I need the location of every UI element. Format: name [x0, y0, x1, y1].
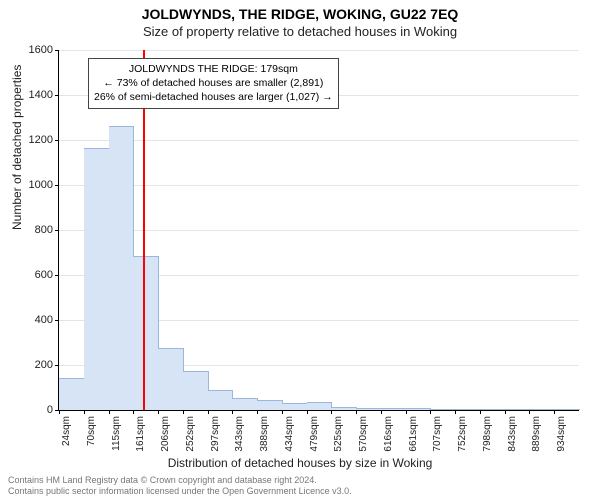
xtick-label: 616sqm — [383, 416, 394, 452]
xtick-mark — [307, 410, 308, 414]
ytick-label: 0 — [47, 404, 53, 416]
xtick-label: 434sqm — [284, 416, 295, 452]
bar — [282, 403, 308, 410]
xtick-label: 479sqm — [309, 416, 320, 452]
ytick-mark — [55, 320, 59, 321]
bar — [307, 402, 333, 410]
bar — [529, 409, 555, 410]
ytick-mark — [55, 50, 59, 51]
footer-line-1: Contains HM Land Registry data © Crown c… — [8, 475, 352, 486]
xtick-mark — [59, 410, 60, 414]
bar — [208, 390, 234, 410]
ytick-label: 1200 — [29, 134, 53, 146]
chart-subtitle: Size of property relative to detached ho… — [0, 24, 600, 39]
bar — [430, 409, 456, 410]
ytick-label: 1600 — [29, 44, 53, 56]
chart-title: JOLDWYNDS, THE RIDGE, WOKING, GU22 7EQ — [0, 0, 600, 22]
y-axis-label: Number of detached properties — [10, 65, 24, 230]
xtick-label: 252sqm — [185, 416, 196, 452]
bar — [356, 408, 382, 410]
ytick-label: 400 — [35, 314, 53, 326]
bar — [183, 371, 209, 410]
xtick-mark — [84, 410, 85, 414]
xtick-label: 889sqm — [531, 416, 542, 452]
bar — [505, 409, 531, 410]
xtick-mark — [356, 410, 357, 414]
xtick-label: 161sqm — [135, 416, 146, 452]
xtick-mark — [554, 410, 555, 414]
xtick-mark — [282, 410, 283, 414]
bar — [480, 409, 506, 410]
xtick-mark — [455, 410, 456, 414]
xtick-mark — [208, 410, 209, 414]
chart-area: 0200400600800100012001400160024sqm70sqm1… — [58, 50, 578, 410]
bar — [381, 408, 407, 410]
bar — [84, 148, 110, 410]
xtick-label: 343sqm — [234, 416, 245, 452]
xtick-mark — [529, 410, 530, 414]
bar — [158, 348, 184, 410]
xtick-mark — [257, 410, 258, 414]
footer-text: Contains HM Land Registry data © Crown c… — [8, 475, 352, 498]
xtick-label: 24sqm — [61, 416, 72, 446]
xtick-label: 388sqm — [259, 416, 270, 452]
bar — [232, 398, 258, 410]
xtick-mark — [505, 410, 506, 414]
ytick-label: 1400 — [29, 89, 53, 101]
ytick-mark — [55, 275, 59, 276]
xtick-mark — [430, 410, 431, 414]
grid-line — [59, 50, 579, 51]
annotation-line-1: JOLDWYNDS THE RIDGE: 179sqm — [94, 62, 333, 76]
bar — [59, 378, 85, 411]
xtick-mark — [158, 410, 159, 414]
bar — [554, 409, 580, 410]
xtick-mark — [232, 410, 233, 414]
xtick-mark — [331, 410, 332, 414]
xtick-label: 297sqm — [210, 416, 221, 452]
xtick-label: 115sqm — [111, 416, 122, 451]
bar — [133, 256, 159, 410]
ytick-label: 800 — [35, 224, 53, 236]
annotation-line-3: 26% of semi-detached houses are larger (… — [94, 90, 333, 104]
bar — [406, 408, 432, 410]
xtick-mark — [381, 410, 382, 414]
xtick-label: 934sqm — [556, 416, 567, 452]
xtick-mark — [133, 410, 134, 414]
xtick-label: 661sqm — [408, 416, 419, 452]
xtick-mark — [480, 410, 481, 414]
ytick-mark — [55, 230, 59, 231]
footer-line-2: Contains public sector information licen… — [8, 486, 352, 497]
bar — [257, 400, 283, 410]
bar — [455, 409, 481, 410]
bar — [109, 126, 135, 411]
xtick-mark — [406, 410, 407, 414]
ytick-mark — [55, 140, 59, 141]
xtick-label: 707sqm — [432, 416, 443, 452]
xtick-label: 570sqm — [358, 416, 369, 452]
ytick-mark — [55, 365, 59, 366]
grid-line — [59, 185, 579, 186]
xtick-label: 752sqm — [457, 416, 468, 452]
annotation-line-2: ← 73% of detached houses are smaller (2,… — [94, 76, 333, 90]
xtick-label: 206sqm — [160, 416, 171, 452]
ytick-label: 1000 — [29, 179, 53, 191]
x-axis-label: Distribution of detached houses by size … — [0, 456, 600, 470]
ytick-mark — [55, 185, 59, 186]
chart-wrap: JOLDWYNDS, THE RIDGE, WOKING, GU22 7EQ S… — [0, 0, 600, 500]
ytick-label: 200 — [35, 359, 53, 371]
xtick-mark — [109, 410, 110, 414]
ytick-mark — [55, 95, 59, 96]
xtick-label: 843sqm — [507, 416, 518, 452]
ytick-label: 600 — [35, 269, 53, 281]
bar — [331, 407, 357, 410]
grid-line — [59, 140, 579, 141]
xtick-label: 525sqm — [333, 416, 344, 452]
xtick-label: 798sqm — [482, 416, 493, 452]
annotation-box: JOLDWYNDS THE RIDGE: 179sqm ← 73% of det… — [88, 58, 339, 109]
xtick-mark — [183, 410, 184, 414]
xtick-label: 70sqm — [86, 416, 97, 446]
grid-line — [59, 230, 579, 231]
